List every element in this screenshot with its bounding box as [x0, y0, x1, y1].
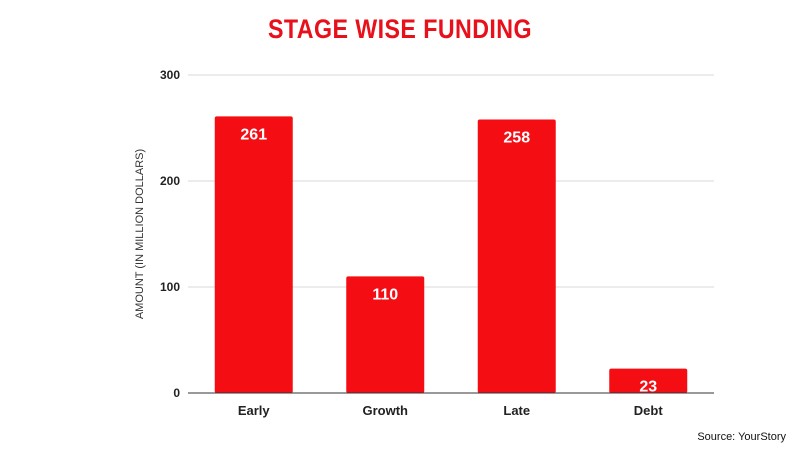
- x-category-label: Growth: [363, 403, 409, 418]
- data-label: 23: [639, 379, 657, 396]
- x-category-label: Early: [238, 403, 271, 418]
- y-tick-label: 300: [160, 68, 180, 82]
- y-axis-label: AMOUNT (IN MILLION DOLLARS): [134, 149, 146, 319]
- y-tick-label: 0: [173, 386, 180, 400]
- bar: [346, 276, 425, 393]
- bars: [214, 116, 688, 394]
- data-label: 261: [240, 126, 267, 143]
- chart-title: STAGE WISE FUNDING: [267, 14, 533, 44]
- x-category-label: Late: [503, 403, 530, 418]
- x-axis-categories: Early Growth Late Debt: [238, 403, 664, 418]
- y-tick-label: 100: [160, 280, 180, 294]
- bar: [609, 368, 688, 393]
- data-labels: 261 110 258 23: [240, 126, 657, 395]
- x-category-label: Debt: [634, 403, 664, 418]
- bar: [214, 116, 293, 393]
- data-label: 110: [372, 286, 398, 303]
- y-axis-ticks: 0 100 200 300: [160, 68, 180, 400]
- y-tick-label: 200: [160, 174, 180, 188]
- source-note: Source: YourStory: [697, 431, 786, 443]
- data-label: 258: [503, 130, 530, 147]
- bar: [477, 119, 556, 394]
